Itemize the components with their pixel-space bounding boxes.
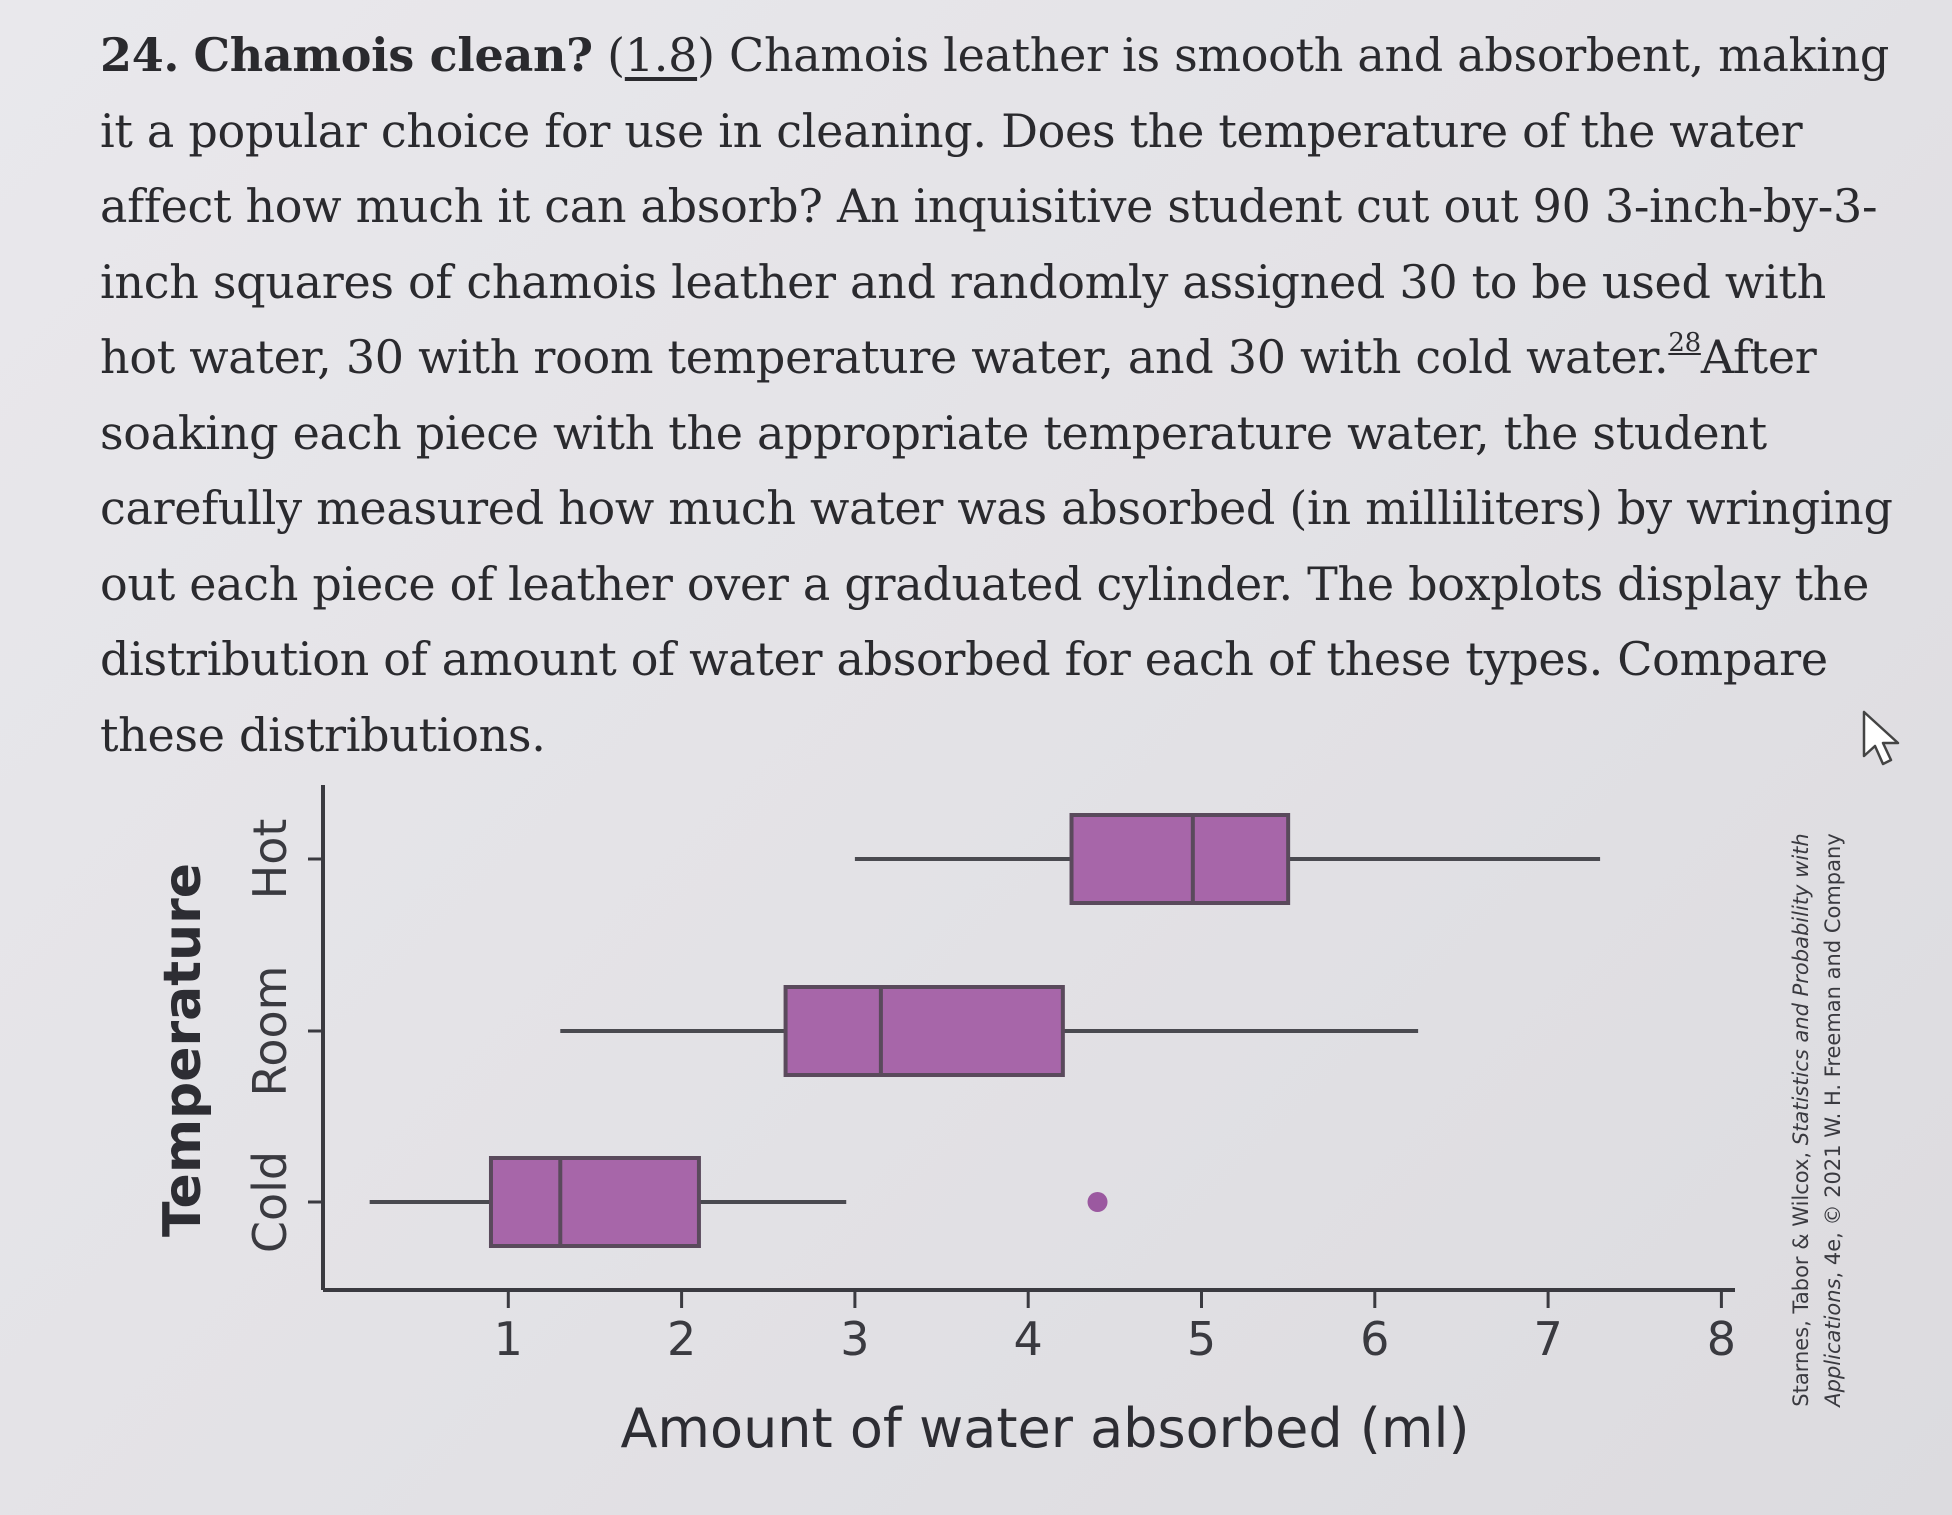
- section-ref[interactable]: (1.8): [607, 28, 715, 82]
- x-tick-label: 8: [1707, 1312, 1736, 1366]
- x-axis-label: Amount of water absorbed (ml): [620, 1397, 1469, 1460]
- outlier-point: [1087, 1192, 1108, 1212]
- problem-title: Chamois clean?: [193, 28, 593, 82]
- y-axis-label: Temperature: [153, 863, 213, 1237]
- credit-line1-italic: Statistics and Probability with: [1789, 833, 1813, 1145]
- svg-text:Applications, 4e, © 2021 W. H.: Applications, 4e, © 2021 W. H. Freeman a…: [1821, 833, 1845, 1409]
- section-ref-link[interactable]: 1.8: [624, 28, 698, 82]
- x-tick-label: 5: [1187, 1312, 1216, 1366]
- svg-text:Starnes, Tabor & Wilcox, Stati: Starnes, Tabor & Wilcox, Statistics and …: [1789, 833, 1813, 1406]
- chart-axes: 1 2 3 4 5 6 7 8 Cold Room Hot: [243, 785, 1736, 1366]
- footnote-link[interactable]: 28: [1668, 328, 1701, 358]
- x-tick-label: 7: [1533, 1312, 1562, 1366]
- boxplot-hot: [854, 813, 1601, 905]
- problem-body-part1: Chamois leather is smooth and absorbent,…: [100, 28, 1890, 384]
- x-tick-label: 2: [667, 1312, 696, 1366]
- y-tick-label-hot: Hot: [243, 819, 297, 900]
- y-tick-label-cold: Cold: [243, 1151, 297, 1253]
- x-tick-label: 6: [1360, 1312, 1389, 1366]
- copyright-credit: Starnes, Tabor & Wilcox, Statistics and …: [1789, 833, 1845, 1409]
- x-tick-label: 4: [1014, 1312, 1043, 1366]
- y-tick-label-room: Room: [243, 966, 297, 1097]
- chart-boxes: [369, 813, 1601, 1248]
- problem-number: 24.: [100, 28, 180, 82]
- x-tick-label: 3: [840, 1312, 869, 1366]
- problem-text: 24. Chamois clean? (1.8) Chamois leather…: [100, 18, 1900, 773]
- credit-line1-prefix: Starnes, Tabor & Wilcox,: [1789, 1145, 1813, 1406]
- boxplot-room: [560, 985, 1419, 1077]
- iqr-box: [1069, 813, 1291, 905]
- problem-body-part2: After soaking each piece with the approp…: [100, 330, 1893, 762]
- x-tick-label: 1: [494, 1312, 523, 1366]
- boxplot-cold: [369, 1156, 1108, 1248]
- iqr-box: [783, 985, 1065, 1077]
- credit-line2-suffix: , 4e, © 2021 W. H. Freeman and Company: [1821, 833, 1845, 1278]
- credit-line2-italic: Applications: [1821, 1278, 1845, 1408]
- iqr-box: [488, 1156, 701, 1248]
- pointer-cursor-icon: [1862, 710, 1900, 766]
